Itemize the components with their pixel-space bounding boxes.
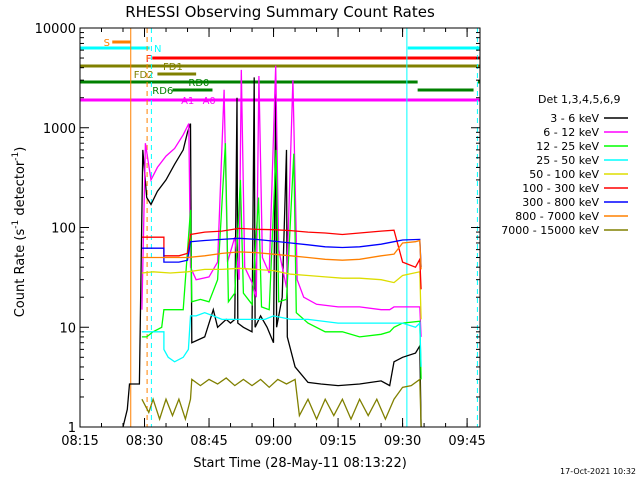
x-tick-label: 08:30	[126, 434, 163, 449]
series-line	[141, 377, 422, 428]
x-axis: 08:15 08:30 08:45 09:00 09:15 09:30 09:45	[61, 28, 486, 449]
flag-label: RD0	[188, 78, 209, 89]
legend-label: 100 - 300 keV	[522, 182, 599, 195]
series-line	[141, 143, 422, 380]
legend-label: 300 - 800 keV	[522, 196, 599, 209]
y-tick-label: 100	[51, 222, 76, 237]
series-line	[141, 237, 422, 268]
x-tick-label: 09:30	[384, 434, 421, 449]
y-tick-label: 10000	[35, 22, 76, 37]
flag-label: A0	[203, 96, 216, 107]
y-axis: 1 10 100 1000 10000	[35, 22, 480, 436]
flag-label: N	[154, 44, 161, 55]
legend-label: 800 - 7000 keV	[515, 210, 599, 223]
y-tick-label: 10	[59, 321, 76, 336]
series-line	[122, 77, 422, 428]
legend-title: Det 1,3,4,5,6,9	[538, 93, 621, 106]
legend-label: 12 - 25 keV	[536, 140, 599, 153]
x-axis-label: Start Time (28-May-11 08:13:22)	[193, 456, 407, 471]
y-axis-label: Count Rate (s-1 detector-1)	[11, 147, 28, 318]
x-tick-label: 09:00	[255, 434, 292, 449]
chart-title: RHESSI Observing Summary Count Rates	[125, 3, 435, 21]
x-tick-label: 08:45	[190, 434, 227, 449]
y-tick-label: 1000	[43, 122, 76, 137]
x-tick-label: 09:45	[448, 434, 485, 449]
x-tick-label: 09:15	[319, 434, 356, 449]
flag-label: RD6	[152, 86, 173, 97]
x-tick-label: 08:15	[61, 434, 98, 449]
legend-label: 6 - 12 keV	[543, 126, 599, 139]
flag-label: F	[146, 54, 152, 65]
flag-label: FD2	[134, 70, 154, 81]
footer-timestamp: 17-Oct-2021 10:32	[560, 467, 636, 476]
y-tick-label: 1	[68, 421, 76, 436]
flag-label: S	[104, 38, 110, 49]
series-line	[141, 239, 422, 270]
legend-label: 50 - 100 keV	[529, 168, 599, 181]
legend-label: 7000 - 15000 keV	[501, 224, 599, 237]
series-line	[141, 267, 422, 320]
series-lines	[122, 65, 422, 428]
legend-label: 25 - 50 keV	[536, 154, 599, 167]
flag-label: FD1	[163, 62, 183, 73]
legend-label: 3 - 6 keV	[550, 112, 599, 125]
flag-label: A1	[181, 96, 194, 107]
series-line	[141, 65, 422, 337]
series-line	[141, 312, 422, 367]
